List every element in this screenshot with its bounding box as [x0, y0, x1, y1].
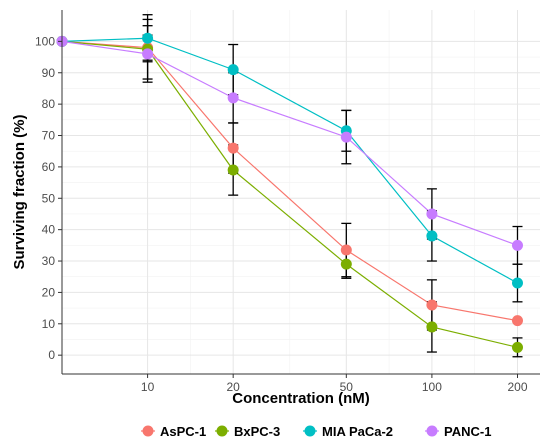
data-point-aspc-1	[511, 315, 523, 327]
data-point-mia-paca-2	[511, 277, 523, 289]
data-point-panc-1	[426, 208, 438, 220]
series-line-bxpc-3	[61, 40, 518, 348]
x-tick-label: 20	[226, 380, 240, 394]
data-point-bxpc-3	[227, 164, 239, 176]
y-tick-label: 70	[42, 129, 56, 143]
data-point-bxpc-3	[511, 341, 523, 353]
x-axis-title: Concentration (nM)	[232, 390, 369, 407]
y-tick-label: 30	[42, 254, 56, 268]
series-line-panc-1	[61, 40, 518, 246]
series-lines	[61, 37, 518, 348]
axes: 0 10 20 30 40 50 60 70 80 90 100 10 20 50 100 200	[35, 10, 540, 394]
data-point-mia-paca-2	[142, 32, 154, 44]
plot-background	[62, 10, 540, 374]
legend-label: MIA PaCa-2	[322, 424, 393, 439]
x-tick-label: 200	[507, 380, 527, 394]
data-point-bxpc-3	[340, 258, 352, 270]
data-point-bxpc-3	[426, 321, 438, 333]
legend-label: BxPC-3	[234, 424, 280, 439]
y-tick-label: 20	[42, 285, 56, 299]
plot-panel	[62, 10, 540, 374]
data-point-panc-1	[227, 92, 239, 104]
legend-label: AsPC-1	[160, 424, 206, 439]
legend-marker-key	[216, 425, 228, 437]
legend: AsPC-1 BxPC-3 MIA PaCa-2 PANC-1	[141, 424, 491, 439]
data-point-mia-paca-2	[426, 230, 438, 242]
series-line-mia-paca-2	[61, 37, 518, 284]
data-points	[56, 32, 523, 353]
y-tick-label: 90	[42, 66, 56, 80]
legend-label: PANC-1	[444, 424, 491, 439]
y-tick-label: 0	[48, 348, 55, 362]
y-tick-label: 50	[42, 191, 56, 205]
series-line-aspc-1	[61, 40, 518, 322]
data-point-aspc-1	[340, 244, 352, 256]
data-point-panc-1	[511, 239, 523, 251]
data-point-mia-paca-2	[227, 64, 239, 76]
y-tick-label: 40	[42, 223, 56, 237]
legend-marker-key	[142, 425, 154, 437]
legend-item-aspc-1: AsPC-1	[141, 424, 206, 439]
data-point-panc-1	[142, 48, 154, 60]
y-axis-title: Surviving fraction (%)	[11, 114, 28, 269]
y-tick-label: 80	[42, 97, 56, 111]
data-point-aspc-1	[426, 299, 438, 311]
legend-item-mia-paca-2: MIA PaCa-2	[303, 424, 393, 439]
legend-item-bxpc-3: BxPC-3	[215, 424, 280, 439]
y-tick-label: 100	[35, 34, 55, 48]
y-tick-label: 10	[42, 317, 56, 331]
x-tick-label: 10	[141, 380, 155, 394]
y-tick-label: 60	[42, 160, 56, 174]
data-point-aspc-1	[227, 142, 239, 154]
legend-item-panc-1: PANC-1	[425, 424, 491, 439]
x-tick-label: 50	[340, 380, 354, 394]
data-point-panc-1	[340, 131, 352, 143]
x-tick-label: 100	[422, 380, 442, 394]
legend-marker-key	[304, 425, 316, 437]
legend-marker-key	[426, 425, 438, 437]
